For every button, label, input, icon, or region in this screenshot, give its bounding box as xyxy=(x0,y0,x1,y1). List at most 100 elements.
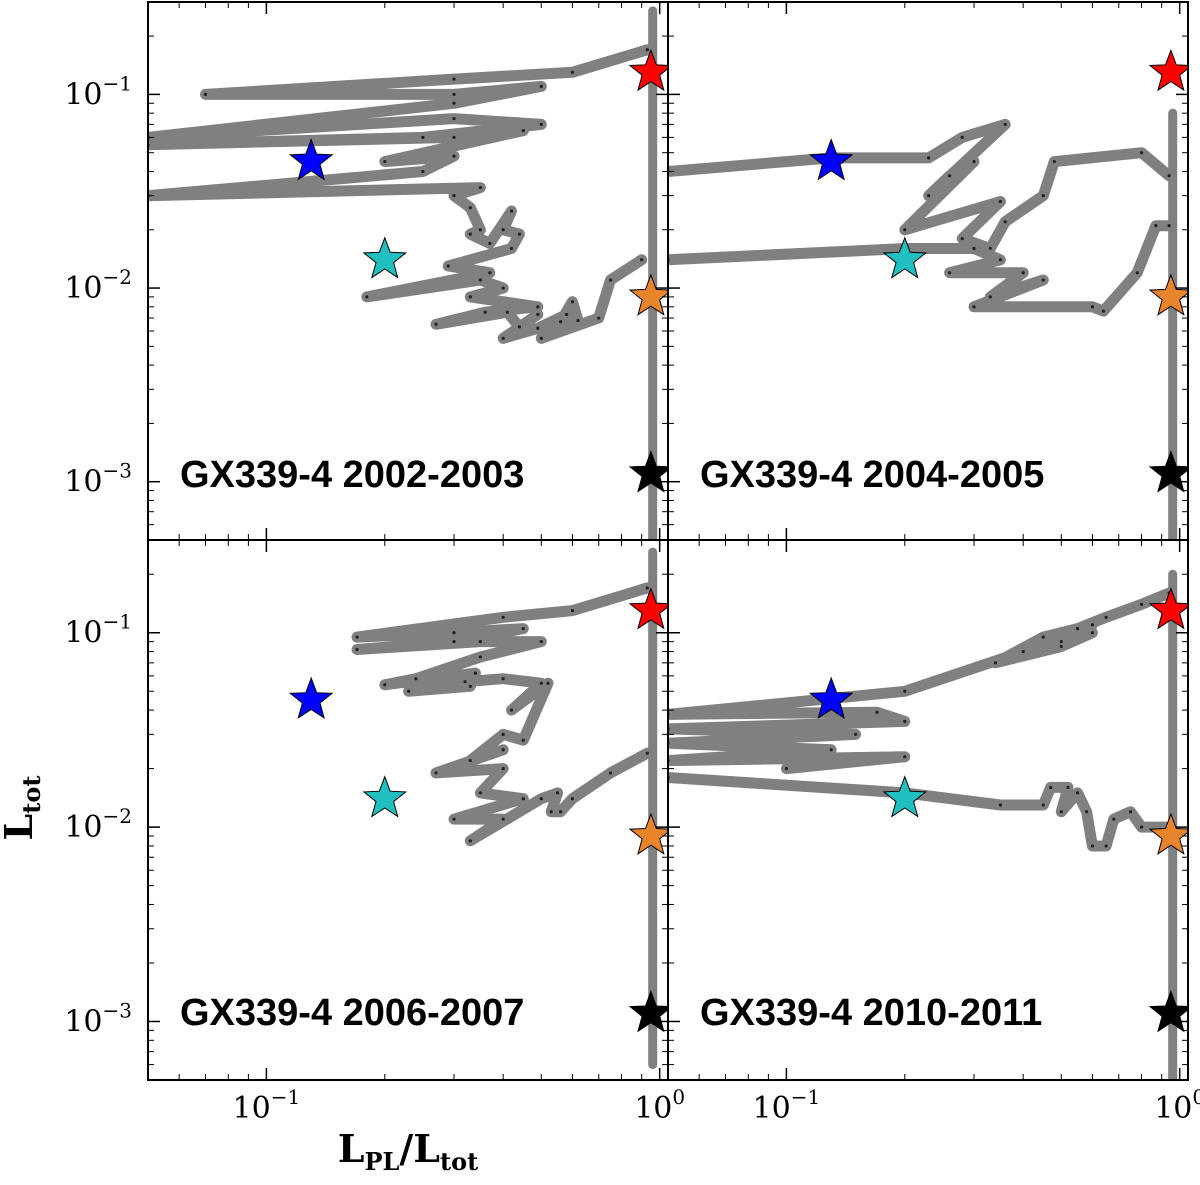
data-point xyxy=(1090,844,1095,848)
data-point xyxy=(559,810,563,814)
data-point xyxy=(501,817,505,821)
data-point xyxy=(468,684,472,688)
data-point xyxy=(536,305,540,309)
tick-marks xyxy=(668,540,1188,1081)
data-point xyxy=(555,791,560,795)
red-star xyxy=(1148,48,1188,92)
data-point xyxy=(998,199,1002,204)
data-point xyxy=(488,271,492,275)
data-point xyxy=(549,810,553,814)
data-point xyxy=(1003,220,1007,224)
orange-star xyxy=(628,812,668,855)
data-point xyxy=(597,316,601,320)
data-point xyxy=(570,300,575,304)
data-point xyxy=(539,336,543,340)
data-point xyxy=(903,719,907,723)
data-point xyxy=(576,318,580,323)
data-point xyxy=(478,791,482,795)
red-star xyxy=(628,48,668,92)
data-point xyxy=(414,677,418,681)
x-tick-labels: 10−1 100 10−1 100 xyxy=(233,1085,1200,1126)
y-tick-labels: 10−3 10−2 10−1 10−3 10−2 10−1 xyxy=(64,71,132,1039)
data-point xyxy=(539,122,543,126)
panel-plot-area xyxy=(668,569,1188,1080)
data-point xyxy=(1085,810,1089,814)
data-point xyxy=(1041,635,1045,639)
data-point xyxy=(854,732,858,736)
data-point xyxy=(1003,122,1007,126)
data-point xyxy=(972,246,976,251)
data-point xyxy=(434,322,438,326)
data-point xyxy=(875,710,879,714)
x-tick-label: 10−1 xyxy=(753,1085,821,1126)
blue-star xyxy=(288,138,334,181)
data-point xyxy=(1104,615,1108,619)
data-point xyxy=(355,647,359,652)
data-point xyxy=(478,228,482,232)
cyan-star xyxy=(362,236,408,279)
data-point xyxy=(903,228,907,232)
y-tick-label: 10−3 xyxy=(64,998,132,1039)
track-1 xyxy=(668,118,1175,254)
data-point xyxy=(1090,623,1095,627)
data-point xyxy=(1154,224,1158,228)
x-axis-title: LPL/Ltot xyxy=(338,1126,478,1176)
data-point xyxy=(501,677,505,681)
data-point xyxy=(421,169,425,174)
data-point xyxy=(1049,785,1053,790)
data-point xyxy=(1059,640,1063,644)
data-point xyxy=(947,174,952,178)
y-axis-title: Ltot xyxy=(0,776,46,841)
data-point xyxy=(1041,194,1045,198)
data-point xyxy=(1041,803,1045,807)
data-point xyxy=(434,771,438,775)
data-point xyxy=(407,689,411,693)
y-tick-label: 10−3 xyxy=(64,459,132,500)
data-point xyxy=(1101,309,1106,313)
panel-3: GX339-4 2006-2007 xyxy=(147,539,669,1081)
y-axis-title-sub: tot xyxy=(17,776,46,814)
data-point xyxy=(478,186,482,190)
data-point xyxy=(559,320,563,324)
blue-star xyxy=(808,138,854,181)
red-star xyxy=(628,587,668,630)
orange-star xyxy=(1148,812,1188,855)
data-point xyxy=(536,326,540,330)
data-point xyxy=(521,738,525,742)
data-point xyxy=(903,689,907,693)
panels-group: GX339-4 2002-2003 GX339-4 2004-2005 GX339-… xyxy=(147,1,1189,1081)
cyan-star xyxy=(882,775,928,818)
cyan-star xyxy=(882,236,928,279)
track-1 xyxy=(668,587,1175,775)
data-point xyxy=(517,232,522,236)
panel-label: GX339-4 2004-2005 xyxy=(700,454,1044,496)
data-point xyxy=(501,767,505,771)
x-axis-title-sub2: tot xyxy=(440,1147,478,1176)
y-tick-label: 10−2 xyxy=(64,804,132,845)
panel-label: GX339-4 2002-2003 xyxy=(180,454,524,496)
tick-marks xyxy=(148,540,668,1081)
y-tick-label: 10−1 xyxy=(64,610,132,651)
data-point xyxy=(521,797,525,801)
data-point xyxy=(452,116,456,121)
data-point xyxy=(539,84,543,88)
data-point xyxy=(570,797,575,801)
data-point xyxy=(972,305,976,309)
data-point xyxy=(452,101,456,105)
data-point xyxy=(1059,810,1063,814)
track-2 xyxy=(668,220,1175,317)
data-point xyxy=(645,586,649,590)
data-point xyxy=(468,839,472,843)
data-point xyxy=(998,803,1002,807)
data-point xyxy=(536,312,540,317)
data-point xyxy=(927,156,931,160)
red-star xyxy=(1148,587,1188,630)
data-point xyxy=(505,310,509,314)
data-point xyxy=(383,683,387,687)
data-point xyxy=(1075,791,1080,795)
data-point xyxy=(993,661,998,665)
data-point xyxy=(509,708,514,712)
data-point xyxy=(501,615,505,619)
data-point xyxy=(446,264,450,268)
data-point xyxy=(473,671,478,675)
